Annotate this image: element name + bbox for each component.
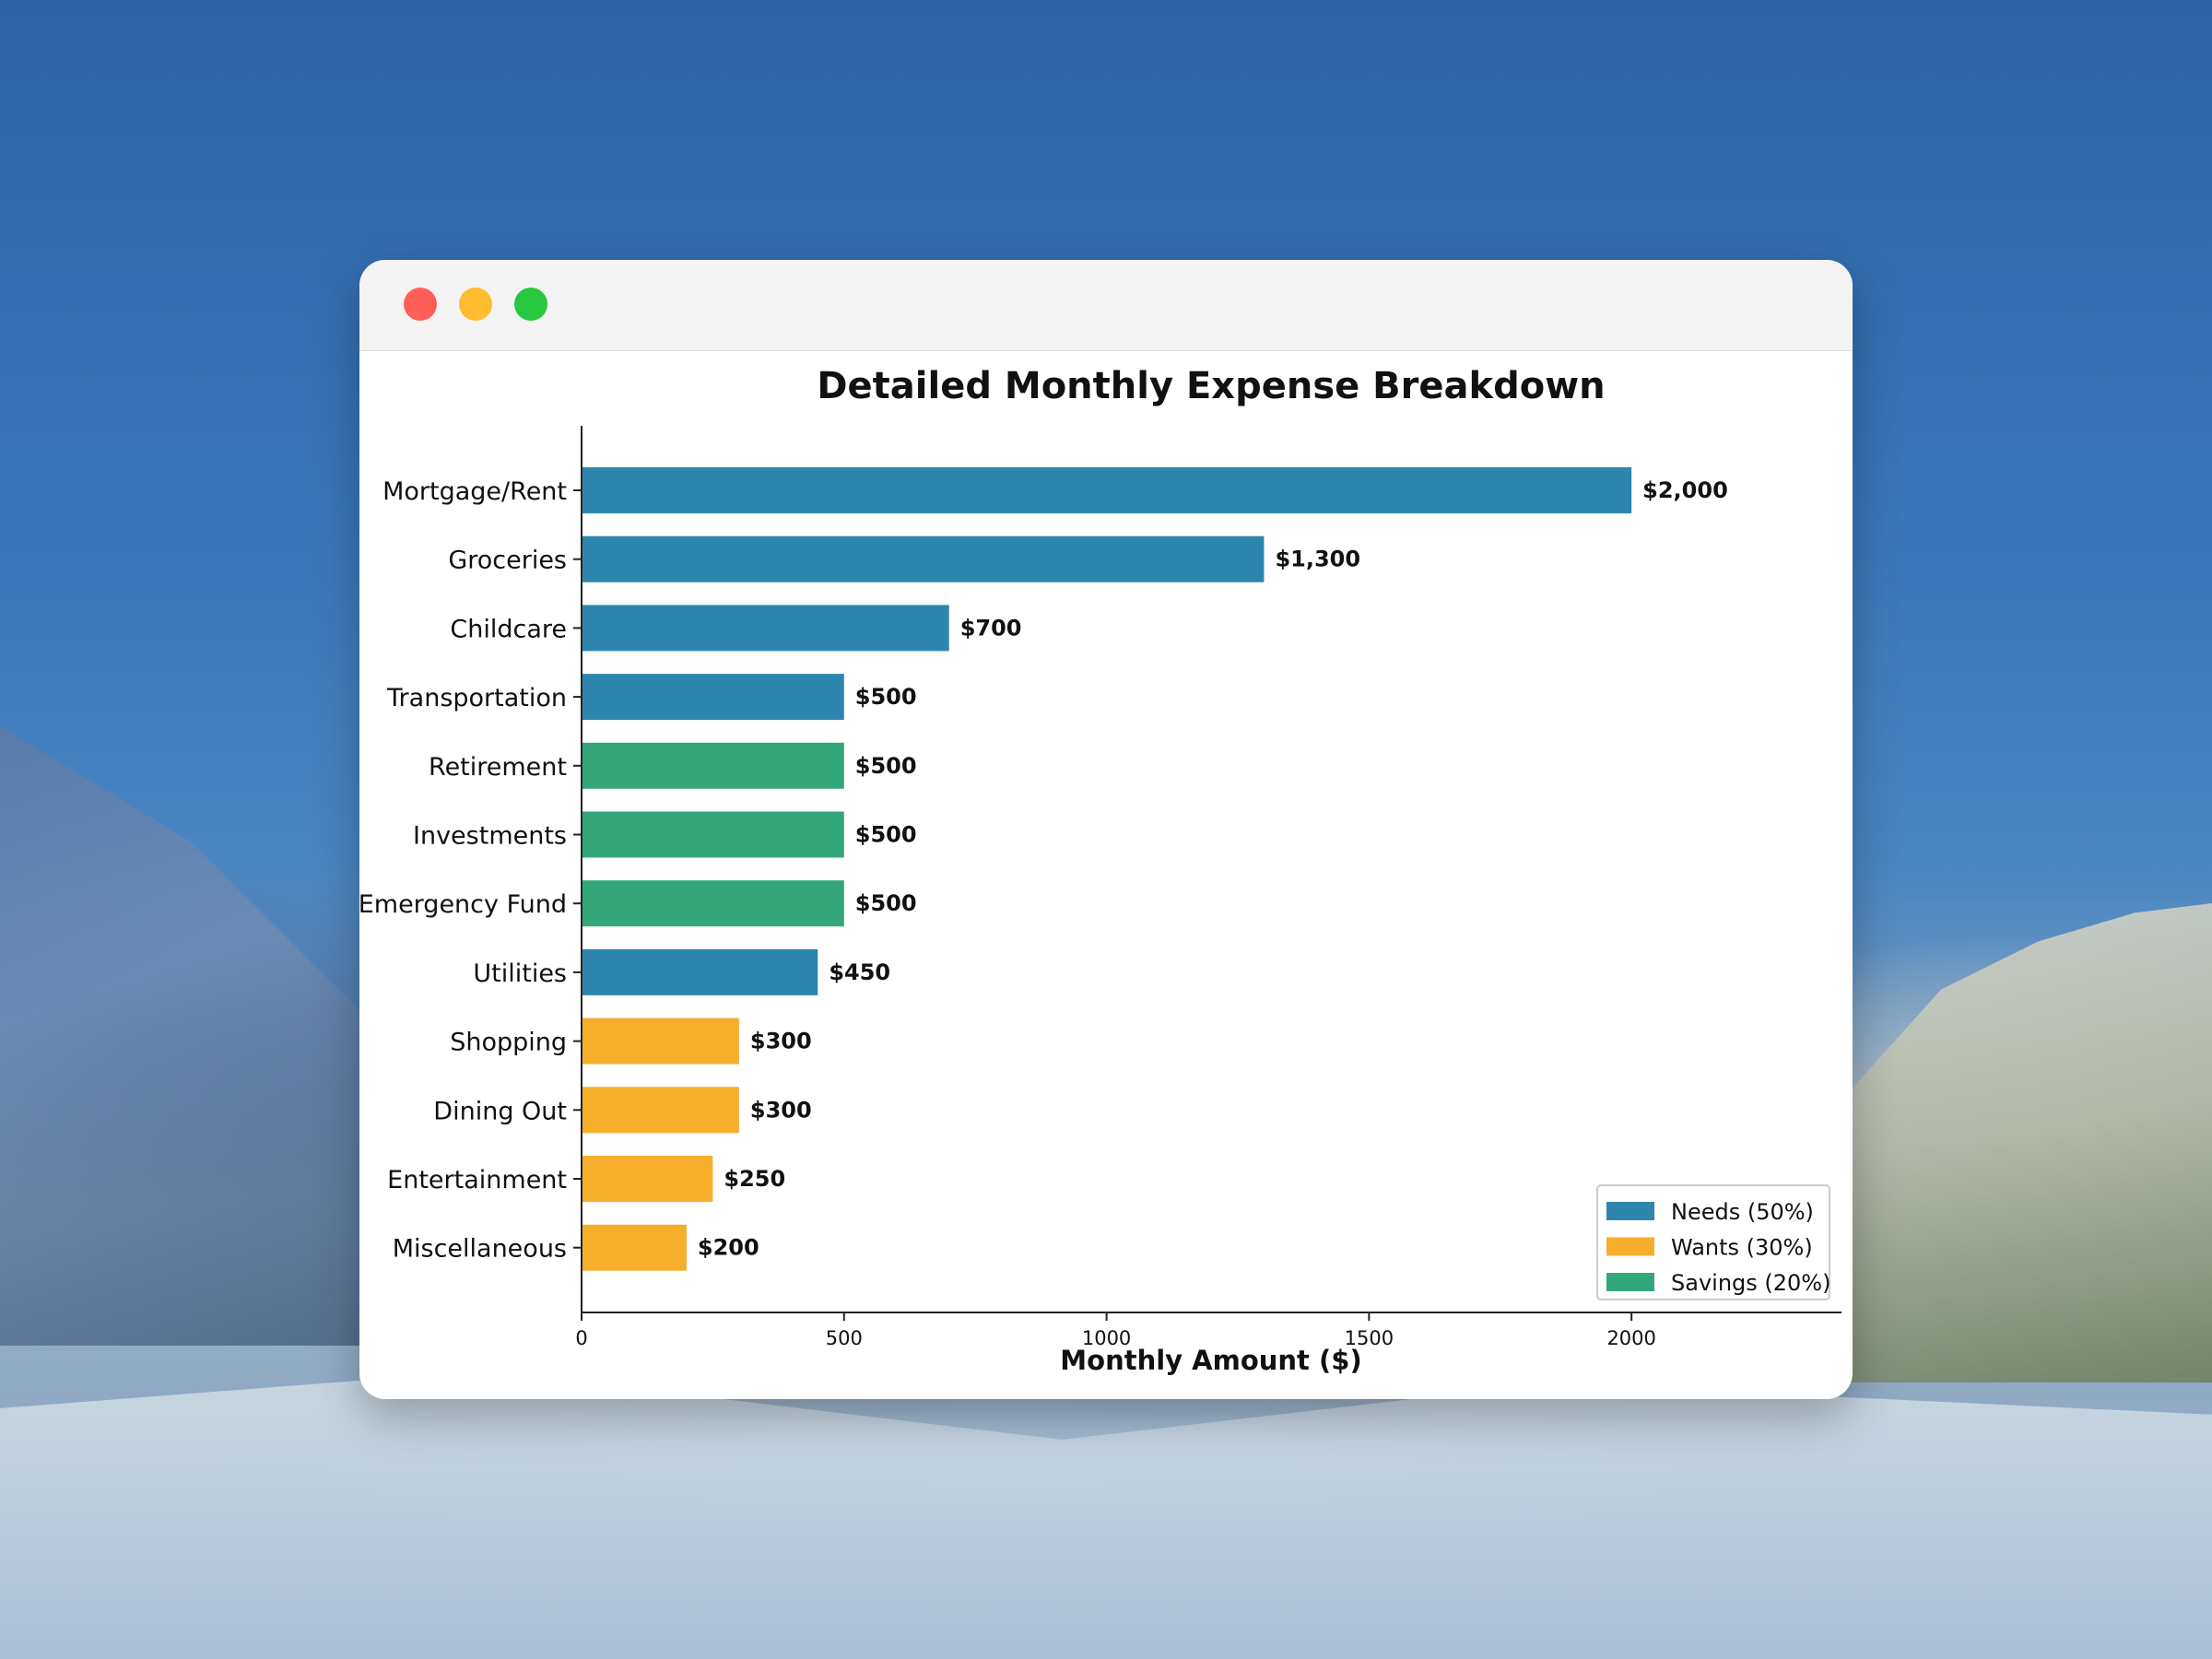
value-label-4: $500 bbox=[855, 753, 917, 779]
legend-swatch-needs bbox=[1606, 1202, 1654, 1220]
category-label-5: Investments bbox=[413, 822, 567, 851]
bar-11 bbox=[582, 1224, 687, 1271]
category-label-3: Transportation bbox=[386, 684, 567, 712]
legend-box bbox=[1596, 1184, 1830, 1300]
category-label-1: Groceries bbox=[448, 547, 567, 575]
category-label-0: Mortgage/Rent bbox=[382, 477, 567, 506]
value-label-9: $300 bbox=[750, 1097, 812, 1123]
bars-layer: $2,000 Mortgage/Rent $1,300 Groceries $700 Ch… bbox=[359, 467, 1728, 1271]
x-tick-label-0: 0 bbox=[575, 1327, 587, 1349]
bar-4 bbox=[582, 742, 844, 789]
bar-7 bbox=[582, 948, 818, 995]
close-window-button[interactable] bbox=[404, 288, 437, 321]
bar-5 bbox=[582, 811, 844, 858]
value-label-8: $300 bbox=[750, 1029, 812, 1054]
x-tick-label-2: 1000 bbox=[1082, 1327, 1131, 1349]
bar-3 bbox=[582, 674, 844, 721]
expense-bar-chart: Detailed Monthly Expense Breakdown $2,00… bbox=[359, 365, 1841, 1376]
legend-swatch-wants bbox=[1606, 1237, 1654, 1256]
category-label-9: Dining Out bbox=[433, 1097, 567, 1125]
bar-8 bbox=[582, 1018, 739, 1065]
x-tick-label-1: 500 bbox=[826, 1327, 863, 1349]
category-label-10: Entertainment bbox=[387, 1166, 567, 1194]
bar-1 bbox=[582, 535, 1265, 582]
value-label-10: $250 bbox=[724, 1166, 785, 1192]
bar-9 bbox=[582, 1087, 739, 1134]
x-tick-label-4: 2000 bbox=[1606, 1327, 1655, 1349]
legend-label-wants: Wants (30%) bbox=[1671, 1235, 1813, 1261]
value-label-0: $2,000 bbox=[1642, 477, 1728, 503]
value-label-1: $1,300 bbox=[1275, 547, 1360, 572]
value-label-2: $700 bbox=[960, 615, 1022, 641]
bar-0 bbox=[582, 467, 1632, 513]
legend-label-needs: Needs (50%) bbox=[1671, 1199, 1814, 1225]
category-label-8: Shopping bbox=[450, 1029, 567, 1057]
legend: Needs (50%) Wants (30%) Savings (20%) bbox=[1596, 1184, 1830, 1300]
category-label-7: Utilities bbox=[473, 959, 567, 988]
category-label-4: Retirement bbox=[429, 753, 567, 782]
value-label-3: $500 bbox=[855, 684, 917, 710]
category-label-6: Emergency Fund bbox=[359, 890, 567, 919]
minimize-window-button[interactable] bbox=[459, 288, 492, 321]
legend-label-savings: Savings (20%) bbox=[1671, 1270, 1830, 1296]
category-label-11: Miscellaneous bbox=[393, 1235, 567, 1264]
legend-swatch-savings bbox=[1606, 1273, 1654, 1291]
chart-title: Detailed Monthly Expense Breakdown bbox=[817, 365, 1605, 407]
bar-10 bbox=[582, 1156, 713, 1202]
value-label-5: $500 bbox=[855, 822, 917, 848]
category-label-2: Childcare bbox=[450, 615, 567, 643]
value-label-11: $200 bbox=[698, 1235, 759, 1261]
background-mountain-right bbox=[1825, 903, 2212, 1382]
value-label-6: $500 bbox=[855, 890, 917, 916]
bar-6 bbox=[582, 880, 844, 927]
axes-layer: 0 500 1000 1500 2000 bbox=[575, 426, 1841, 1349]
x-tick-label-3: 1500 bbox=[1345, 1327, 1394, 1349]
window-titlebar bbox=[359, 260, 1853, 351]
x-axis-title: Monthly Amount ($) bbox=[1060, 1345, 1361, 1376]
maximize-window-button[interactable] bbox=[514, 288, 547, 321]
value-label-7: $450 bbox=[829, 959, 890, 985]
bar-2 bbox=[582, 605, 949, 652]
chart-window: Detailed Monthly Expense Breakdown $2,00… bbox=[359, 260, 1853, 1399]
